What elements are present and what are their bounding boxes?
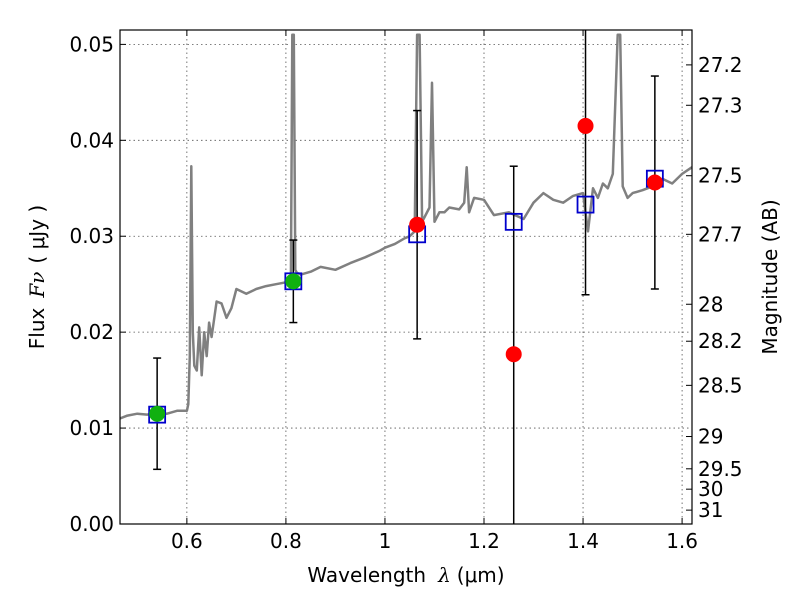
y-tick-label: 0.03 — [69, 224, 114, 248]
y-tick-label: 0.05 — [69, 32, 114, 56]
data-layer — [120, 33, 692, 420]
x-tick-label: 1.6 — [666, 529, 698, 553]
magnitude-tick-label: 27.2 — [698, 53, 743, 77]
magnitude-tick-label: 28 — [698, 292, 723, 316]
magnitude-tick-label: 28.5 — [698, 373, 743, 397]
spectrum-line — [120, 33, 692, 420]
x-axis-label: Wavelength λ (μm) — [307, 563, 504, 587]
x-tick-label: 1.2 — [468, 529, 500, 553]
photometry-square — [576, 195, 595, 214]
y-axis-label-symbol: Fν — [25, 272, 49, 299]
magnitude-tick-label: 29.5 — [698, 457, 743, 481]
y-axis-label: Flux Fν ( μJy ) — [25, 205, 49, 349]
markers — [148, 117, 664, 424]
x-axis-label-text: Wavelength — [307, 563, 426, 587]
y-axis-label-text: Flux — [25, 307, 49, 349]
data-point — [149, 405, 166, 422]
magnitude-tick-label: 29 — [698, 425, 723, 449]
plot-area — [120, 33, 692, 420]
magnitude-axis-label: Magnitude (AB) — [758, 199, 782, 354]
x-tick-label: 0.8 — [270, 529, 302, 553]
magnitude-tick-label: 28.2 — [698, 329, 743, 353]
magnitude-tick-label: 27.5 — [698, 164, 743, 188]
x-tick-label: 0.6 — [171, 529, 203, 553]
x-axis-label-unit: (μm) — [457, 563, 505, 587]
magnitude-tick-label: 27.7 — [698, 222, 743, 246]
y-tick-label: 0.01 — [69, 416, 114, 440]
data-point — [409, 216, 426, 233]
magnitude-tick-label: 31 — [698, 498, 723, 522]
x-tick-label: 1 — [379, 529, 392, 553]
data-point — [505, 346, 522, 363]
y-tick-label: 0.00 — [69, 512, 114, 536]
y-axis-label-unit: ( μJy ) — [25, 205, 49, 264]
data-point — [285, 273, 302, 290]
plot-frame — [119, 29, 693, 525]
x-axis-label-symbol: λ — [437, 563, 451, 587]
data-point — [577, 117, 594, 134]
data-point — [646, 174, 663, 191]
y-tick-label: 0.02 — [69, 320, 114, 344]
photometry-square — [504, 212, 523, 231]
magnitude-tick-label: 30 — [698, 477, 723, 501]
y-tick-label: 0.04 — [69, 128, 114, 152]
ticks: 0.6 0.8 1 1.2 1.4 1.6 0.00 0.01 0.02 0.03 0.04 0.05… — [69, 30, 743, 553]
magnitude-tick-label: 27.3 — [698, 93, 743, 117]
x-tick-label: 1.4 — [567, 529, 599, 553]
